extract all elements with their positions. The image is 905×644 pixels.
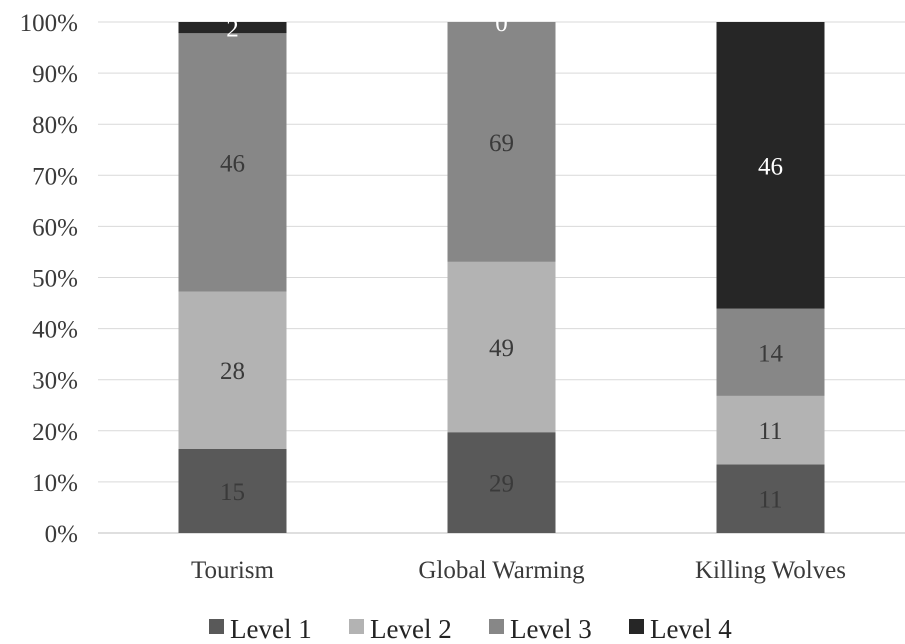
bar-segment: [178, 22, 287, 34]
data-label: 11: [758, 418, 782, 445]
legend-label: Level 3: [510, 614, 592, 644]
data-label: 29: [489, 471, 514, 498]
y-tick-label: 80%: [32, 112, 78, 139]
legend-label: Level 2: [370, 614, 452, 644]
legend-item: Level 1: [209, 614, 312, 644]
bar-segment: [716, 308, 825, 396]
data-label: 0: [495, 10, 508, 37]
legend-item: Level 4: [629, 614, 732, 644]
x-axis-categories: Tourism Global Warming Killing Wolves: [191, 557, 846, 584]
bar-segment: [178, 291, 287, 449]
data-label: 11: [758, 487, 782, 514]
y-tick-label: 20%: [32, 419, 78, 446]
y-tick-label: 100%: [20, 10, 78, 37]
data-label: 69: [489, 130, 514, 157]
data-labels: 15 28 46 2 29 49 69 0 11 11 14 46: [220, 10, 784, 514]
bar-segment: [178, 448, 287, 533]
data-label: 28: [220, 358, 245, 385]
bar-segment: [716, 464, 825, 533]
legend-swatch: [629, 619, 644, 634]
legend-item: Level 2: [349, 614, 452, 644]
legend-swatch: [209, 619, 224, 634]
bar-segment: [447, 22, 556, 262]
legend-label: Level 1: [230, 614, 312, 644]
data-label: 2: [226, 16, 239, 43]
y-tick-label: 40%: [32, 317, 78, 344]
data-label: 46: [758, 153, 783, 180]
bar-segment: [447, 261, 556, 433]
y-tick-label: 30%: [32, 368, 78, 395]
data-label: 46: [220, 150, 245, 177]
data-label: 49: [489, 335, 514, 362]
x-category-label: Killing Wolves: [695, 557, 846, 584]
y-tick-label: 50%: [32, 266, 78, 293]
y-tick-label: 60%: [32, 214, 78, 241]
data-label: 15: [220, 479, 245, 506]
x-category-label: Tourism: [191, 557, 275, 584]
y-tick-label: 10%: [32, 470, 78, 497]
legend: Level 1 Level 2 Level 3 Level 4: [209, 614, 732, 644]
legend-item: Level 3: [489, 614, 592, 644]
bar-segment: [178, 33, 287, 292]
legend-swatch: [349, 619, 364, 634]
bar-segment: [447, 432, 556, 533]
legend-label: Level 4: [650, 614, 732, 644]
y-tick-label: 90%: [32, 61, 78, 88]
bars: [178, 22, 825, 533]
data-label: 14: [758, 340, 784, 367]
y-tick-label: 70%: [32, 163, 78, 190]
x-category-label: Global Warming: [418, 557, 585, 584]
y-tick-label: 0%: [45, 521, 78, 548]
legend-swatch: [489, 619, 504, 634]
bar-segment: [716, 22, 825, 309]
y-axis-ticks: 0% 10% 20% 30% 40% 50% 60% 70% 80% 90% 100%: [20, 10, 78, 548]
bar-segment: [716, 395, 825, 465]
